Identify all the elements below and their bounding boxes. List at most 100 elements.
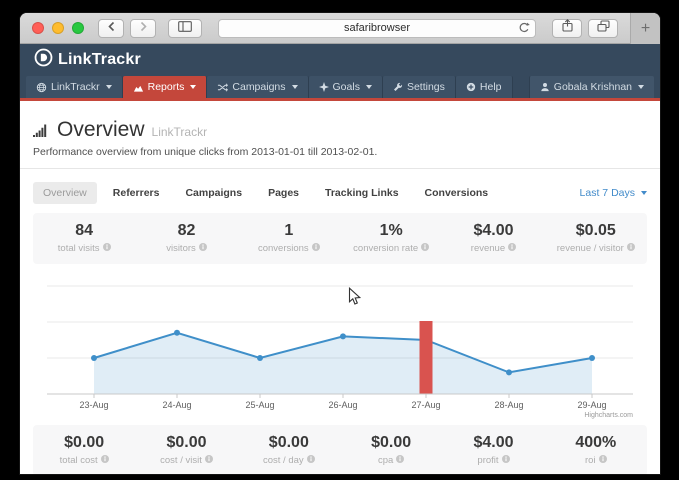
stat-value: 84 bbox=[75, 222, 94, 239]
stat-label: roi bbox=[545, 455, 647, 466]
data-point bbox=[589, 355, 595, 361]
shuffle-icon bbox=[217, 82, 229, 93]
caret-down-icon bbox=[105, 85, 112, 89]
data-point bbox=[506, 369, 512, 376]
new-tab-button[interactable]: + bbox=[630, 13, 660, 44]
info-icon[interactable] bbox=[100, 455, 109, 466]
stat-value: 1 bbox=[284, 222, 294, 239]
stat-value: $0.00 bbox=[371, 434, 412, 451]
nav-item-linktrackr[interactable]: LinkTrackr bbox=[26, 76, 123, 98]
stat-cpa: $0.00 cpa bbox=[340, 434, 442, 466]
info-icon[interactable] bbox=[501, 455, 510, 466]
brand[interactable]: LinkTrackr bbox=[20, 44, 660, 76]
stat-value: $0.00 bbox=[64, 434, 105, 451]
nav-item-reports[interactable]: Reports bbox=[122, 76, 208, 98]
caret-down-icon bbox=[638, 85, 644, 89]
info-icon[interactable] bbox=[421, 243, 430, 254]
site-header: LinkTrackr LinkTrackr Reports Campaigns Goa… bbox=[20, 44, 660, 101]
stat-revenue-visitor: $0.05 revenue / visitor bbox=[545, 222, 647, 254]
stat-value: 400% bbox=[575, 434, 617, 451]
refresh-icon[interactable] bbox=[518, 22, 530, 37]
info-icon[interactable] bbox=[598, 455, 607, 466]
sidebar-toggle-button[interactable] bbox=[168, 18, 202, 38]
nav-item-label: LinkTrackr bbox=[51, 81, 100, 93]
bar-chart-icon bbox=[133, 82, 144, 93]
nav-item-settings[interactable]: Settings bbox=[382, 76, 456, 98]
share-button[interactable] bbox=[552, 18, 582, 38]
tab-pages[interactable]: Pages bbox=[268, 187, 300, 199]
page-content: Overview LinkTrackr Performance overview… bbox=[20, 101, 660, 474]
minimize-button[interactable] bbox=[52, 22, 64, 34]
stat-visitors: 82 visitors bbox=[135, 222, 237, 254]
nav-item-label: Reports bbox=[147, 81, 185, 93]
stat-value: $4.00 bbox=[473, 222, 514, 239]
nav-item-label: Campaigns bbox=[232, 81, 286, 93]
data-point bbox=[174, 329, 180, 336]
nav-item-label: Gobala Krishnan bbox=[553, 81, 632, 93]
stat-conversion-rate: 1% conversion rate bbox=[340, 222, 442, 254]
nav-item-account[interactable]: Gobala Krishnan bbox=[528, 76, 654, 98]
stat-label: conversions bbox=[238, 243, 340, 254]
info-icon[interactable] bbox=[102, 243, 111, 254]
stats-row-bottom: $0.00 total cost $0.00 cost / visit $0.00 cos… bbox=[33, 425, 647, 474]
share-icon bbox=[561, 19, 573, 37]
stat-value: 82 bbox=[177, 222, 196, 239]
nav-item-label: Goals bbox=[332, 81, 360, 93]
stat-value: 1% bbox=[379, 222, 403, 239]
chevron-right-icon bbox=[139, 19, 148, 37]
tab-overview[interactable]: Overview bbox=[33, 182, 97, 204]
info-icon[interactable] bbox=[396, 455, 405, 466]
address-bar[interactable]: safaribrowser bbox=[218, 18, 536, 38]
x-axis-label: 28-Aug bbox=[494, 400, 523, 410]
stat-profit: $4.00 profit bbox=[442, 434, 544, 466]
user-icon bbox=[540, 82, 550, 92]
stat-label: revenue bbox=[442, 243, 544, 254]
date-range-picker[interactable]: Last 7 Days bbox=[580, 187, 647, 199]
stat-label: revenue / visitor bbox=[545, 243, 647, 254]
tab-tracking-links[interactable]: Tracking Links bbox=[325, 187, 399, 199]
close-button[interactable] bbox=[32, 22, 44, 34]
stat-label: cost / visit bbox=[135, 455, 237, 466]
info-icon[interactable] bbox=[204, 455, 213, 466]
stat-roi: 400% roi bbox=[545, 434, 647, 466]
stat-value: $0.05 bbox=[575, 222, 616, 239]
tab-conversions[interactable]: Conversions bbox=[424, 187, 489, 199]
stat-value: $4.00 bbox=[473, 434, 514, 451]
sidebar-icon bbox=[178, 19, 192, 37]
nav-item-campaigns[interactable]: Campaigns bbox=[207, 76, 309, 98]
conversion-bar bbox=[419, 321, 433, 394]
data-point bbox=[91, 355, 97, 361]
stat-value: $0.00 bbox=[268, 434, 309, 451]
x-axis-label: 26-Aug bbox=[328, 400, 357, 410]
stats-row-top: 84 total visits 82 visitors 1 conversions 1% co… bbox=[33, 213, 647, 264]
stat-label: cost / day bbox=[238, 455, 340, 466]
chart-credit[interactable]: Highcharts.com bbox=[584, 412, 633, 419]
nav-item-help[interactable]: Help bbox=[455, 76, 513, 98]
info-icon[interactable] bbox=[306, 455, 315, 466]
forward-button[interactable] bbox=[130, 18, 156, 38]
globe-icon bbox=[36, 82, 47, 93]
stat-total-visits: 84 total visits bbox=[33, 222, 135, 254]
stat-label: visitors bbox=[135, 243, 237, 254]
tab-campaigns[interactable]: Campaigns bbox=[185, 187, 243, 199]
stat-cost-visit: $0.00 cost / visit bbox=[135, 434, 237, 466]
nav-item-goals[interactable]: Goals bbox=[308, 76, 383, 98]
info-icon[interactable] bbox=[626, 243, 635, 254]
stat-conversions: 1 conversions bbox=[238, 222, 340, 254]
star-icon bbox=[318, 82, 329, 92]
tab-overview-button[interactable] bbox=[588, 18, 618, 38]
info-icon[interactable] bbox=[508, 243, 517, 254]
zoom-button[interactable] bbox=[72, 22, 84, 34]
back-button[interactable] bbox=[98, 18, 124, 38]
nav-item-label: Settings bbox=[406, 81, 445, 93]
overview-chart: 23-Aug 24-Aug 25-Aug 26-Aug 27-Aug 28-Aug 29-A… bbox=[47, 285, 633, 419]
main-nav: LinkTrackr Reports Campaigns Goals Settings H… bbox=[20, 76, 660, 98]
page-subtitle: Performance overview from unique clicks … bbox=[33, 146, 378, 158]
caret-down-icon bbox=[291, 85, 298, 89]
info-icon[interactable] bbox=[198, 243, 207, 254]
info-icon[interactable] bbox=[311, 243, 320, 254]
tab-referrers[interactable]: Referrers bbox=[112, 187, 160, 199]
x-axis-label: 27-Aug bbox=[411, 400, 440, 410]
stat-total-cost: $0.00 total cost bbox=[33, 434, 135, 466]
chevron-left-icon bbox=[107, 19, 116, 37]
